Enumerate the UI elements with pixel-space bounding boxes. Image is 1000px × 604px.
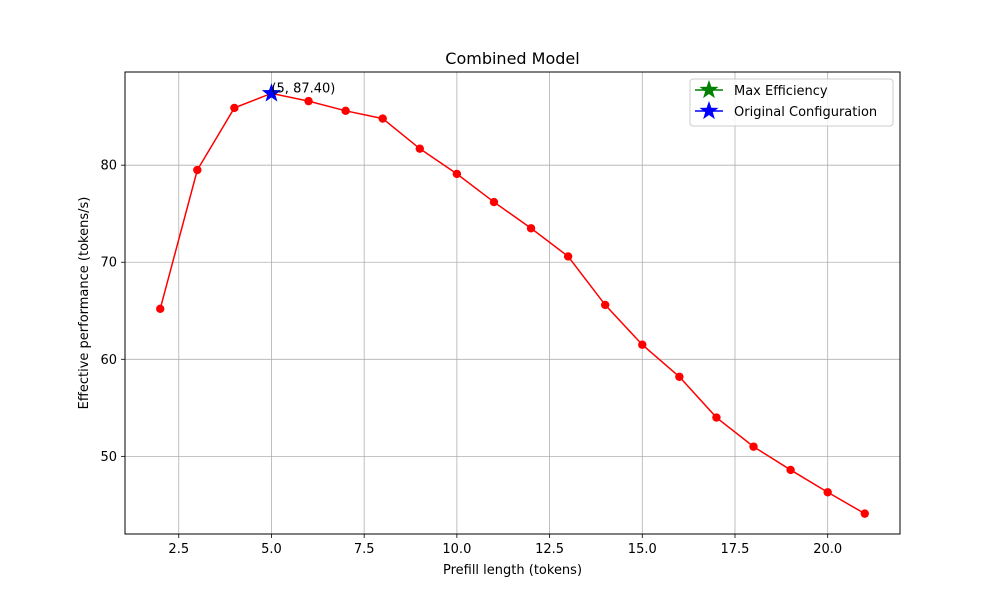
- legend: Max Efficiency Original Configuration: [689, 78, 894, 127]
- y-tick-label: 80: [100, 159, 117, 174]
- data-point: [786, 465, 795, 475]
- y-axis-label: Effective performance (tokens/s): [77, 197, 92, 410]
- data-point: [860, 509, 869, 518]
- y-tick-label: 60: [100, 353, 117, 368]
- special-point-star: [261, 83, 281, 102]
- x-tick-label: 17.5: [721, 542, 750, 557]
- data-point: [823, 488, 832, 497]
- x-tick-label: 2.5: [168, 542, 189, 557]
- data-point: [415, 144, 424, 153]
- x-tick-label: 5.0: [261, 542, 282, 557]
- plot-frame: [124, 71, 901, 535]
- data-point: [452, 169, 462, 179]
- legend-star-icon: [699, 101, 719, 120]
- x-tick-label: 10.0: [442, 542, 471, 557]
- data-point: [601, 300, 610, 310]
- data-point: [638, 340, 647, 349]
- data-point: [193, 165, 202, 175]
- chart-title: Combined Model: [445, 49, 579, 68]
- axis-ticks: 2.5 5.0 7.5 10.0 12.5 15.0 17.5 20.0 50 60 70 80: [100, 159, 842, 557]
- data-point: [304, 96, 313, 106]
- legend-label: Max Efficiency: [734, 84, 828, 99]
- data-point: [712, 413, 721, 422]
- x-tick-label: 15.0: [628, 542, 657, 557]
- data-point: [749, 442, 758, 451]
- legend-star-icon: [699, 80, 719, 99]
- data-point: [563, 252, 573, 261]
- legend-label: Original Configuration: [734, 105, 877, 120]
- data-point: [526, 224, 536, 233]
- legend-box: [689, 78, 894, 127]
- grid: [125, 72, 900, 534]
- x-tick-label: 7.5: [354, 542, 375, 557]
- y-tick-label: 70: [100, 256, 117, 271]
- data-point: [341, 106, 350, 116]
- data-point: [378, 114, 387, 123]
- data-point: [230, 103, 239, 113]
- data-point: [675, 372, 684, 381]
- x-axis-label: Prefill length (tokens): [443, 563, 582, 578]
- y-tick-label: 50: [100, 450, 117, 465]
- max-point-annotation: (5, 87.40): [271, 81, 335, 96]
- special-points: [261, 83, 281, 102]
- x-tick-label: 12.5: [535, 542, 564, 557]
- data-point: [489, 197, 499, 207]
- data-point: [156, 304, 165, 314]
- x-tick-label: 20.0: [813, 542, 842, 557]
- series-line: [159, 92, 866, 515]
- series-layer: [156, 89, 869, 518]
